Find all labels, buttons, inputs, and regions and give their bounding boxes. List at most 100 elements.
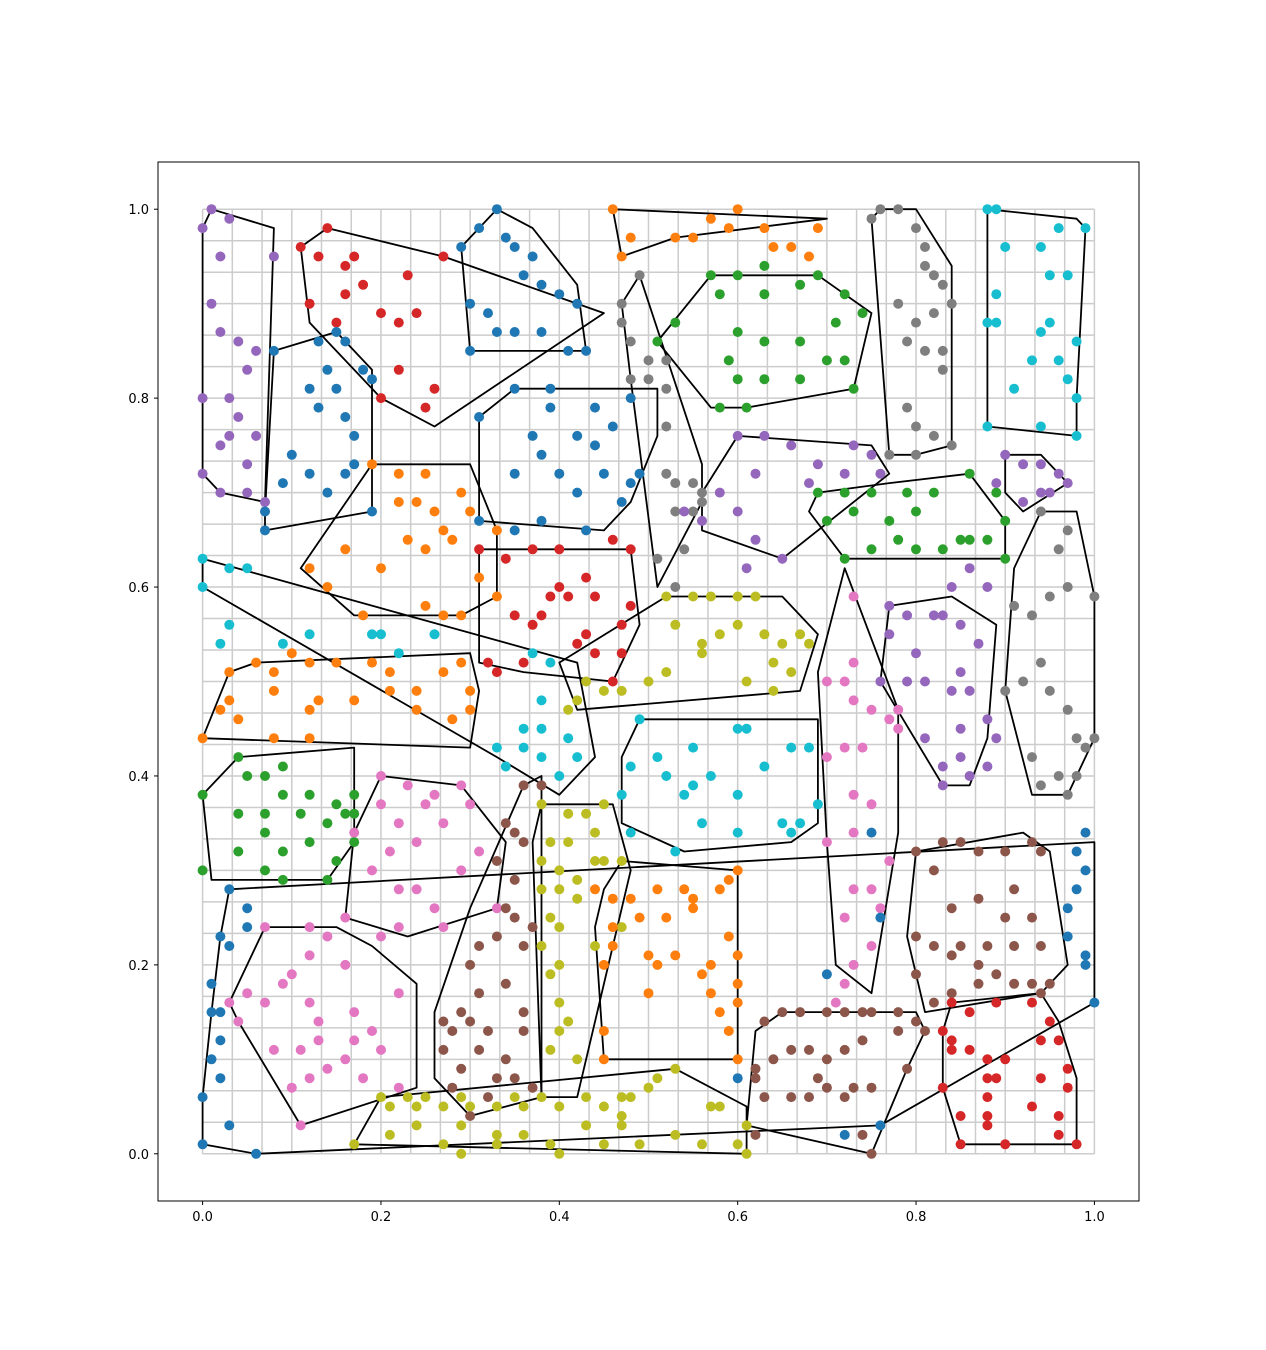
data-point [795,1007,806,1018]
data-point [349,251,360,262]
data-point [474,572,485,583]
data-point [206,204,217,215]
data-point [393,922,404,933]
data-point [795,279,806,290]
data-point [714,1007,725,1018]
data-point [848,959,859,970]
data-point [670,846,681,857]
data-point [376,1044,386,1055]
data-point [679,506,690,517]
data-point [661,591,672,602]
data-point [786,1092,797,1103]
data-point [1071,771,1082,781]
data-point [554,1101,565,1112]
hull-polygon-20 [879,595,998,787]
data-point [598,685,609,696]
data-point [491,204,502,215]
data-point [384,846,395,857]
data-point [848,695,859,706]
data-point [233,808,244,819]
data-point [251,657,262,668]
data-point [456,1148,467,1159]
data-point [268,1044,279,1055]
data-point [465,1101,476,1112]
data-point [750,1129,761,1140]
data-point [358,364,369,375]
data-point [491,525,502,536]
data-point [518,780,529,791]
data-point [563,808,574,819]
data-point [411,308,422,319]
data-point [536,695,547,706]
data-point [1062,1082,1073,1093]
data-point [572,752,583,763]
data-point [679,884,690,895]
data-point [777,553,788,564]
data-point [697,515,707,526]
data-point [1089,997,1100,1008]
data-point [625,600,636,611]
data-point [946,685,957,696]
data-point [652,1073,663,1084]
data-point [590,440,600,451]
data-point [456,1092,467,1103]
hull-polygon-28 [531,803,632,1098]
data-point [821,1007,832,1018]
data-point [866,941,877,951]
data-point [830,997,841,1008]
data-point [331,327,342,337]
data-point [1044,270,1055,281]
data-point [634,714,645,725]
data-point [884,449,895,460]
data-point [340,544,351,555]
data-point [643,988,654,999]
data-point [491,931,502,942]
data-point [902,610,913,621]
data-point [260,997,270,1008]
data-point [447,714,458,725]
data-point [598,468,609,479]
data-point [233,846,244,857]
data-point [759,336,770,347]
data-point [1000,1139,1011,1150]
data-point [197,733,208,744]
data-point [786,667,797,678]
data-point [911,223,921,234]
data-point [518,1129,529,1140]
data-point [741,563,752,574]
data-point [206,1007,217,1018]
data-point [456,242,467,252]
data-point [750,591,761,602]
data-point [554,771,565,781]
data-point [554,922,565,933]
data-point [795,374,806,385]
data-point [670,950,681,961]
data-point [518,1026,529,1036]
data-point [474,1044,485,1055]
data-point [839,355,850,366]
data-point [581,1092,592,1103]
data-point [554,865,565,876]
data-point [1062,903,1073,914]
data-point [518,1101,529,1112]
data-point [937,279,948,290]
data-point [349,1035,360,1046]
data-point [590,827,600,838]
data-point [286,969,297,980]
data-point [554,289,565,300]
data-point [652,553,663,564]
data-point [438,1101,449,1112]
data-point [304,657,315,668]
data-point [206,1054,217,1065]
data-point [866,704,877,715]
data-point [590,941,600,951]
data-point [955,1111,966,1121]
data-point [1000,685,1011,696]
data-point [322,1063,333,1074]
data-point [991,1073,1002,1084]
data-point [928,308,939,319]
data-point [500,553,511,564]
data-point [1000,846,1011,857]
data-point [884,714,895,725]
data-point [821,1082,832,1093]
